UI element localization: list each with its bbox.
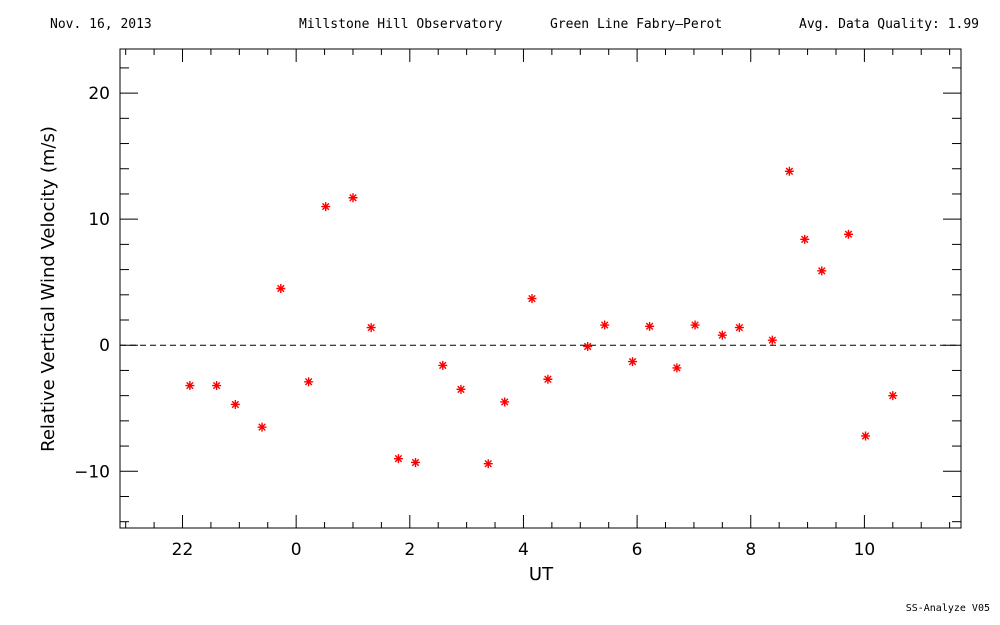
y-axis-title: Relative Vertical Wind Velocity (m/s) bbox=[38, 126, 59, 452]
x-tick-label: 2 bbox=[404, 540, 415, 560]
data-point bbox=[321, 202, 331, 212]
y-tick-label: −10 bbox=[74, 462, 110, 482]
data-point bbox=[438, 360, 448, 370]
observatory-name: Millstone Hill Observatory bbox=[299, 17, 503, 32]
plot-frame bbox=[119, 48, 962, 529]
data-point bbox=[543, 374, 553, 384]
x-axis-title: UT bbox=[529, 564, 554, 585]
data-point bbox=[185, 381, 195, 391]
data-point bbox=[212, 381, 222, 391]
data-point bbox=[645, 321, 655, 331]
x-tick-label: 8 bbox=[745, 540, 756, 560]
data-point bbox=[628, 357, 638, 367]
data-point bbox=[527, 294, 537, 304]
x-tick-label: 10 bbox=[854, 540, 876, 560]
data-point bbox=[304, 377, 314, 387]
data-point bbox=[230, 399, 240, 409]
data-point bbox=[393, 454, 403, 464]
axis-ticks bbox=[120, 49, 961, 528]
data-points bbox=[185, 166, 898, 469]
data-point bbox=[784, 166, 794, 176]
data-point bbox=[672, 363, 682, 373]
data-point bbox=[276, 284, 286, 293]
data-quality: Avg. Data Quality: 1.99 bbox=[799, 17, 980, 32]
data-point bbox=[500, 397, 510, 407]
plot-border bbox=[119, 48, 962, 529]
data-point bbox=[767, 335, 777, 345]
data-point bbox=[843, 229, 853, 239]
data-point bbox=[717, 330, 727, 340]
y-tick-label: 0 bbox=[99, 336, 110, 356]
x-tick-label: 0 bbox=[291, 540, 302, 560]
data-point bbox=[410, 457, 420, 467]
data-point bbox=[583, 341, 593, 351]
data-point bbox=[456, 384, 466, 394]
data-point bbox=[888, 391, 898, 401]
tick-labels: 22 0 2 4 6 8 10 −10 0 10 20 bbox=[74, 84, 875, 560]
data-point bbox=[817, 266, 827, 276]
data-point bbox=[861, 431, 871, 441]
data-point bbox=[800, 234, 810, 244]
data-point bbox=[348, 193, 358, 203]
x-tick-label: 4 bbox=[518, 540, 529, 560]
data-point bbox=[366, 323, 376, 333]
data-point bbox=[257, 422, 267, 432]
y-tick-label: 10 bbox=[88, 210, 110, 230]
x-tick-label: 22 bbox=[172, 540, 194, 560]
observation-date: Nov. 16, 2013 bbox=[50, 17, 152, 32]
data-point bbox=[600, 320, 610, 330]
instrument-name: Green Line Fabry–Perot bbox=[550, 17, 723, 32]
data-point bbox=[483, 459, 493, 469]
x-tick-label: 6 bbox=[632, 540, 643, 560]
data-point bbox=[690, 320, 700, 330]
data-point bbox=[734, 323, 744, 333]
software-version: SS-Analyze V05 bbox=[905, 603, 990, 614]
y-tick-label: 20 bbox=[88, 84, 110, 104]
